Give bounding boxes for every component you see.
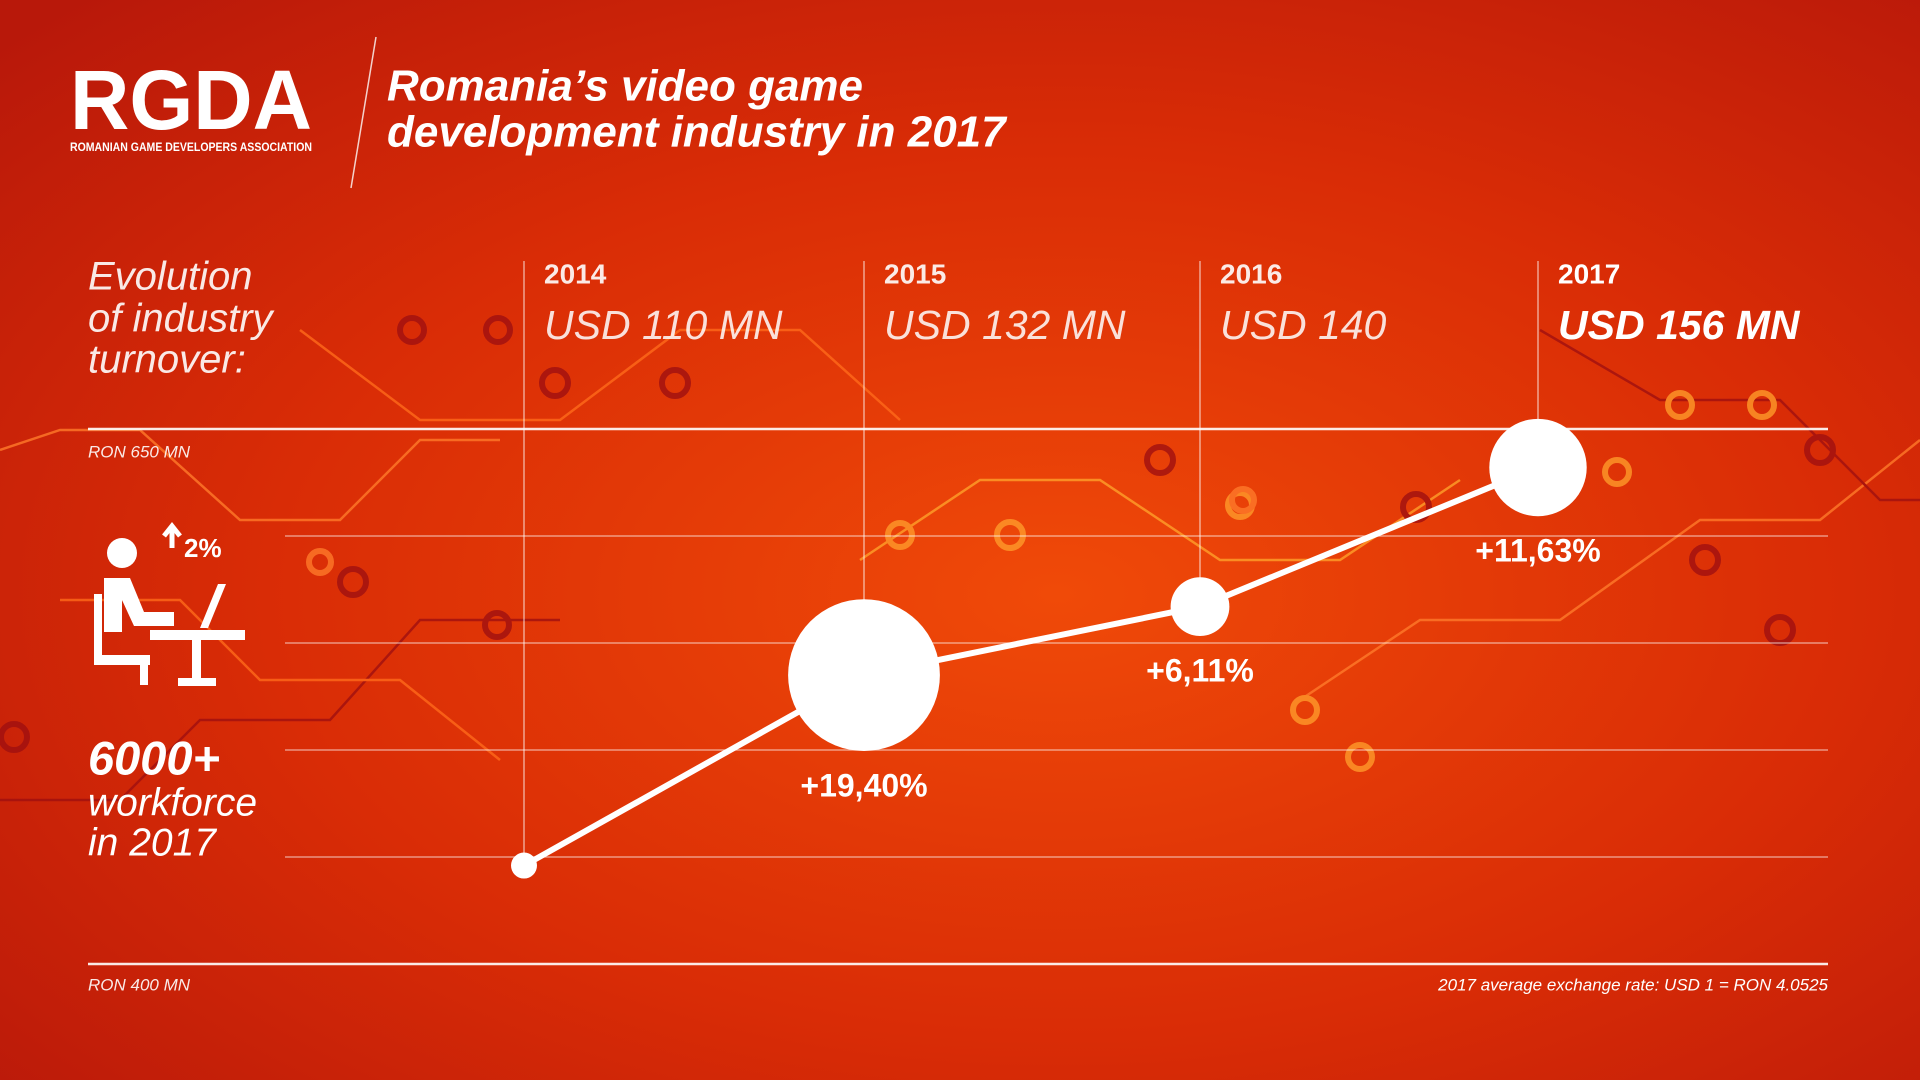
- x-tick-label: 2015: [884, 258, 946, 289]
- category-value-label: USD 110 MN: [544, 302, 783, 348]
- circuit-node: [1689, 544, 1721, 576]
- category-value-label: USD 132 MN: [884, 302, 1126, 348]
- icon-laptop: [200, 584, 226, 628]
- circuit-node: [994, 519, 1026, 551]
- circuit-node: [337, 566, 369, 598]
- circuit-node: [1804, 434, 1836, 466]
- circuit-node: [659, 367, 691, 399]
- growth-label: +6,11%: [1146, 652, 1254, 688]
- circuit-node: [397, 315, 427, 345]
- circuit-node: [539, 367, 571, 399]
- chart-title: Evolution: [88, 255, 253, 299]
- icon-desk: [178, 678, 216, 686]
- circuit-line: [60, 598, 501, 761]
- workforce-icon: [94, 521, 245, 686]
- exchange-note: 2017 average exchange rate: USD 1 = RON …: [1437, 975, 1828, 994]
- x-tick-label: 2017: [1558, 258, 1620, 289]
- icon-chair: [94, 594, 102, 664]
- category-value-label: USD 156 MN: [1558, 302, 1801, 348]
- turnover-bubble: [1489, 418, 1587, 517]
- circuit-node: [1144, 444, 1176, 476]
- turnover-line: [522, 464, 1540, 869]
- x-tick-label: 2014: [544, 258, 607, 289]
- y-tick-label: RON 400 MN: [88, 975, 191, 994]
- circuit-node: [1665, 390, 1695, 420]
- circuit-decor: [0, 315, 1920, 802]
- icon-head: [107, 538, 137, 568]
- circuit-node: [1345, 742, 1375, 772]
- x-tick-label: 2016: [1220, 258, 1282, 289]
- chart-title: turnover:: [88, 338, 246, 382]
- divider: [350, 36, 377, 189]
- icon-chair: [94, 655, 150, 665]
- icon-arrow: [162, 521, 182, 548]
- circuit-node: [306, 548, 334, 576]
- growth-label: +19,40%: [800, 767, 927, 803]
- logo-subtitle: ROMANIAN GAME DEVELOPERS ASSOCIATION: [70, 142, 312, 154]
- circuit-line: [299, 328, 901, 422]
- circuit-line: [1539, 328, 1920, 502]
- circuit-line: [0, 428, 500, 522]
- workforce-change: 2%: [184, 533, 222, 563]
- circuit-line: [1299, 439, 1920, 702]
- chart-title: of industry: [88, 297, 276, 341]
- circuit-line: [0, 618, 560, 802]
- title-line: Romania’s video game: [387, 62, 863, 111]
- y-tick-label: RON 650 MN: [88, 442, 191, 461]
- circuit-node: [1747, 390, 1777, 420]
- turnover-bubble: [511, 852, 537, 879]
- icon-body: [104, 578, 174, 632]
- workforce-label: workforce: [88, 781, 257, 824]
- circuit-node: [482, 610, 512, 640]
- icon-desk: [150, 630, 245, 640]
- workforce-label: in 2017: [88, 821, 217, 864]
- circuit-node: [0, 721, 30, 753]
- workforce-count: 6000+: [88, 731, 220, 784]
- circuit-node: [885, 520, 915, 550]
- circuit-node: [1290, 695, 1320, 725]
- icon-chair: [140, 655, 148, 685]
- category-value-label: USD 140: [1220, 302, 1387, 348]
- circuit-line: [859, 478, 1461, 562]
- turnover-bubble: [788, 599, 940, 751]
- turnover-bubble: [1170, 577, 1230, 637]
- circuit-node: [483, 315, 513, 345]
- icon-desk: [192, 640, 201, 680]
- title-line: development industry in 2017: [387, 108, 1008, 157]
- circuit-node: [1229, 486, 1257, 514]
- circuit-node: [1602, 457, 1632, 487]
- logo: RGDA: [70, 53, 312, 147]
- growth-label: +11,63%: [1475, 533, 1600, 569]
